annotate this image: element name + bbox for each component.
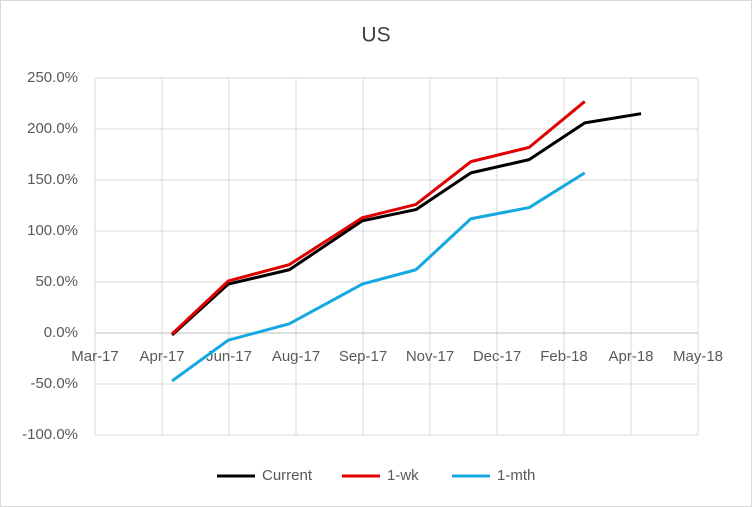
chart-title: US — [361, 24, 390, 47]
x-tick-label: Sep-17 — [339, 348, 387, 365]
y-tick-label: 50.0% — [35, 273, 78, 290]
y-tick-label: 250.0% — [27, 69, 78, 86]
legend-label: Current — [262, 467, 313, 484]
series-line — [171, 100, 586, 336]
x-tick-label: Apr-18 — [608, 348, 653, 365]
series-line — [171, 171, 586, 383]
legend-label: 1-wk — [387, 467, 419, 484]
x-tick-label: Jun-17 — [206, 348, 252, 365]
y-tick-label: 0.0% — [44, 324, 78, 341]
x-tick-label: Apr-17 — [139, 348, 184, 365]
y-tick-label: 150.0% — [27, 171, 78, 188]
x-tick-label: Nov-17 — [406, 348, 454, 365]
y-tick-label: -100.0% — [22, 426, 78, 443]
x-tick-label: Mar-17 — [71, 348, 119, 365]
x-tick-label: Aug-17 — [272, 348, 320, 365]
series-line — [171, 112, 642, 337]
y-tick-label: -50.0% — [30, 375, 78, 392]
y-tick-label: 200.0% — [27, 120, 78, 137]
x-tick-label: May-18 — [673, 348, 723, 365]
y-tick-label: 100.0% — [27, 222, 78, 239]
legend-label: 1-mth — [497, 467, 535, 484]
x-tick-label: Feb-18 — [540, 348, 588, 365]
x-tick-label: Dec-17 — [473, 348, 521, 365]
